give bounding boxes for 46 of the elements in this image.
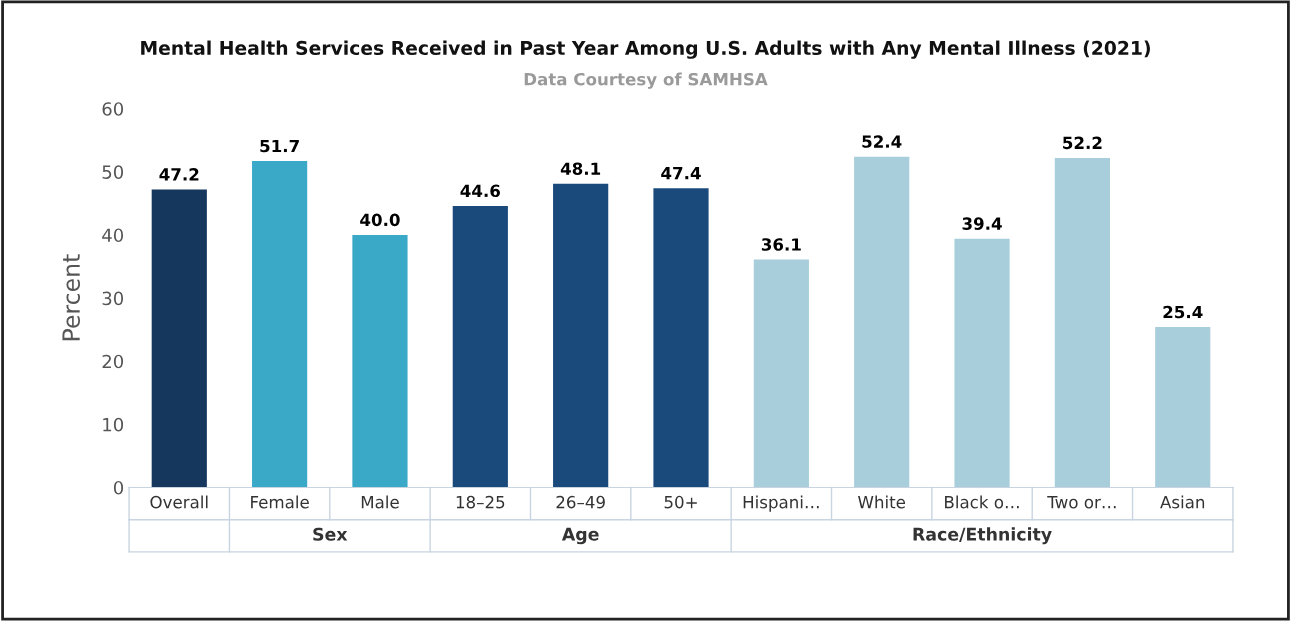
x-tick-label: 26–49 — [556, 495, 605, 509]
y-tick-label: 40 — [102, 228, 124, 243]
bar — [352, 234, 408, 488]
data-label: 51.7 — [260, 139, 299, 153]
x-tick-label: Black o… — [945, 495, 1019, 509]
data-label: 39.4 — [962, 217, 1002, 230]
x-tick-label: Female — [251, 495, 309, 509]
x-tick-label: Asian — [1160, 495, 1205, 509]
x-tick-label: 18–25 — [456, 495, 505, 509]
x-tick-label: Male — [361, 495, 399, 509]
x-tick-label: Two or… — [1047, 496, 1116, 509]
y-tick-label: 60 — [102, 102, 124, 116]
x-tick-label: White — [858, 495, 906, 509]
bar — [252, 161, 308, 488]
y-tick-label: 10 — [103, 417, 124, 432]
bar — [954, 238, 1010, 488]
y-tick-label: 50 — [102, 165, 124, 179]
text: Sex — [313, 527, 348, 541]
y-axis-title: Percent — [62, 254, 81, 341]
bar — [653, 188, 709, 488]
data-label: 40.0 — [360, 213, 400, 227]
data-label: 52.4 — [862, 135, 902, 148]
chart-subtitle: Data Courtesy of SAMHSA — [524, 72, 768, 89]
data-label: 44.6 — [460, 184, 500, 198]
bar — [553, 183, 609, 488]
data-label: 36.1 — [761, 238, 801, 251]
x-tick-label: Hispani… — [743, 495, 819, 512]
bar — [854, 156, 910, 488]
data-label: 48.1 — [560, 162, 601, 176]
data-label: 47.4 — [661, 167, 701, 180]
x-tick-label: Overall — [150, 495, 208, 509]
y-tick-label: 0 — [113, 480, 124, 495]
bar — [151, 189, 207, 488]
chart-title: Mental Health Services Received in Past Year Among U.S. Adults with Any Mental Illness (2021) — [141, 40, 1150, 59]
bar — [452, 205, 508, 488]
y-tick-label: 30 — [102, 291, 124, 306]
data-label: 47.2 — [159, 168, 199, 181]
data-label: 25.4 — [1163, 305, 1203, 319]
data-label: 52.2 — [1063, 136, 1102, 150]
bar — [1054, 157, 1110, 488]
text: Race/Ethnicity — [913, 527, 1052, 545]
x-tick-label: 50+ — [664, 495, 697, 509]
bar — [1155, 327, 1211, 488]
y-tick-label: 20 — [102, 354, 124, 369]
text: Age — [561, 527, 599, 545]
bar — [753, 259, 809, 488]
